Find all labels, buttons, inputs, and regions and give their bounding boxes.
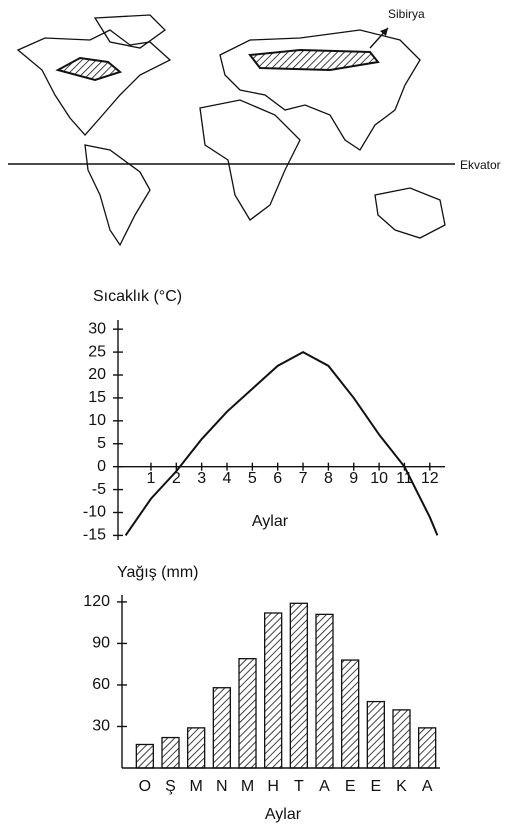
x-tick-label: 1 [147,470,156,487]
x-tick-label: 5 [248,470,257,487]
y-tick-label: 15 [88,389,106,406]
x-axis-label: Aylar [265,806,302,823]
x-tick-label: O [139,778,151,795]
bar [366,700,385,769]
y-tick-label: 90 [92,635,110,652]
y-tick-label: 30 [92,718,110,735]
bar [289,602,308,769]
x-tick-label: Ş [165,778,176,795]
x-tick-label: 3 [197,470,206,487]
x-tick-label: A [319,778,330,795]
australia [374,187,446,239]
bar [315,613,334,769]
y-tick-label: -15 [83,527,106,544]
north-america [16,29,172,136]
x-tick-label: M [190,778,203,795]
y-tick-label: 25 [88,343,106,360]
map-label: Sibirya [388,7,425,21]
y-tick-label: -5 [92,481,106,498]
x-tick-label: N [216,778,228,795]
y-tick-label: 30 [88,320,106,337]
bar [135,743,154,769]
bar [187,727,206,769]
bar [341,659,360,769]
y-tick-label: -10 [83,504,106,521]
south-america [84,144,151,247]
hatched-region [248,48,380,72]
x-tick-label: 2 [172,470,181,487]
bar [418,727,437,769]
chart-title: Sıcaklık (°C) [93,288,182,305]
x-tick-label: H [267,778,279,795]
temperature-line [124,350,439,536]
bar [161,736,180,769]
x-tick-label: A [422,778,433,795]
y-tick-label: 60 [92,676,110,693]
x-tick-label: K [396,778,407,795]
x-tick-label: 9 [349,470,358,487]
map-label: Ekvator [460,158,501,172]
x-axis-label: Aylar [252,513,289,530]
bar [392,709,411,769]
y-tick-label: 10 [88,412,106,429]
chart-title: Yağış (mm) [117,564,198,581]
bar [264,612,283,769]
x-tick-label: 10 [370,470,388,487]
eurasia [219,29,421,151]
africa [199,99,301,221]
y-tick-label: 0 [97,458,106,475]
x-tick-label: 8 [324,470,333,487]
x-tick-label: 7 [299,470,308,487]
x-tick-label: 12 [421,470,439,487]
x-tick-label: 6 [273,470,282,487]
bar [212,687,231,769]
x-tick-label: M [241,778,254,795]
bar [238,658,257,769]
y-tick-label: 120 [83,593,110,610]
arrow-head [380,28,388,36]
x-tick-label: T [294,778,304,795]
x-tick-label: 4 [223,470,232,487]
hatched-region [55,56,123,82]
y-tick-label: 20 [88,366,106,383]
world-map: Sibirya Ekvator [8,7,501,247]
x-tick-label: E [370,778,381,795]
x-tick-label: E [345,778,356,795]
y-tick-label: 5 [97,435,106,452]
greenland [93,14,167,49]
